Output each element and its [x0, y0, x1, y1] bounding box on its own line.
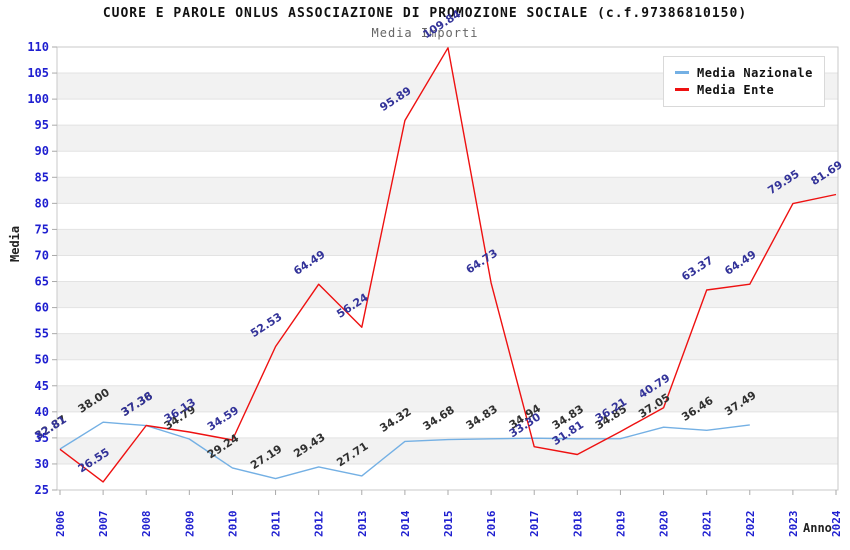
svg-text:30: 30 — [35, 457, 49, 471]
series-line-media-ente — [59, 47, 837, 483]
svg-text:2023: 2023 — [787, 511, 800, 538]
legend-item-media-ente: Media Ente — [675, 81, 813, 98]
svg-text:60: 60 — [35, 301, 49, 315]
svg-text:2009: 2009 — [183, 511, 196, 538]
legend-color-media-ente-icon — [675, 88, 689, 91]
svg-text:2017: 2017 — [528, 511, 541, 538]
x-axis-title: Anno — [803, 521, 832, 535]
svg-text:65: 65 — [35, 275, 49, 289]
svg-text:2010: 2010 — [226, 511, 239, 538]
svg-text:100: 100 — [27, 92, 49, 106]
y-tick-labels: 25 30 35 40 45 50 55 60 65 70 75 80 85 90 95 100 105 110 — [27, 40, 49, 497]
svg-text:2018: 2018 — [571, 511, 584, 538]
svg-text:2019: 2019 — [614, 511, 627, 538]
svg-text:2006: 2006 — [54, 510, 67, 537]
svg-text:70: 70 — [35, 248, 49, 262]
svg-text:50: 50 — [35, 353, 49, 367]
legend-label-media-ente: Media Ente — [697, 82, 775, 97]
svg-text:2020: 2020 — [658, 511, 671, 538]
svg-text:2024: 2024 — [830, 510, 843, 537]
legend-color-media-nazionale-icon — [675, 71, 689, 74]
legend: Media Nazionale Media Ente — [663, 56, 825, 107]
svg-text:45: 45 — [35, 379, 49, 393]
svg-text:55: 55 — [35, 327, 49, 341]
svg-text:2012: 2012 — [313, 511, 326, 538]
chart-subtitle: Media Importi — [371, 26, 479, 40]
svg-text:80: 80 — [35, 196, 49, 210]
svg-text:2015: 2015 — [442, 511, 455, 538]
svg-text:95: 95 — [35, 118, 49, 132]
legend-label-media-nazionale: Media Nazionale — [697, 65, 813, 80]
svg-text:2021: 2021 — [701, 510, 714, 537]
svg-text:75: 75 — [35, 222, 49, 236]
series-line-media-nazionale — [59, 421, 750, 480]
svg-text:25: 25 — [35, 483, 49, 497]
x-tick-labels: 2006 2007 2008 2009 2010 2011 2012 2013 2014 2015… — [54, 510, 843, 537]
svg-text:40: 40 — [35, 405, 49, 419]
svg-text:2011: 2011 — [270, 510, 283, 537]
svg-text:35: 35 — [35, 431, 49, 445]
svg-text:2022: 2022 — [744, 511, 757, 538]
svg-text:2016: 2016 — [485, 510, 498, 537]
svg-text:63.37: 63.37 — [679, 254, 715, 284]
legend-item-media-nazionale: Media Nazionale — [675, 64, 813, 81]
svg-text:110: 110 — [27, 40, 49, 54]
svg-text:2008: 2008 — [140, 511, 153, 538]
svg-text:2014: 2014 — [399, 510, 412, 537]
axis-ticks — [52, 46, 837, 495]
chart-title: CUORE E PAROLE ONLUS ASSOCIAZIONE DI PRO… — [102, 6, 748, 21]
plot-bands — [57, 73, 838, 464]
svg-text:109.84: 109.84 — [421, 7, 464, 41]
svg-text:85: 85 — [35, 170, 49, 184]
svg-text:2007: 2007 — [97, 511, 110, 538]
svg-text:2013: 2013 — [356, 511, 369, 538]
svg-text:105: 105 — [27, 66, 49, 80]
svg-text:90: 90 — [35, 144, 49, 158]
